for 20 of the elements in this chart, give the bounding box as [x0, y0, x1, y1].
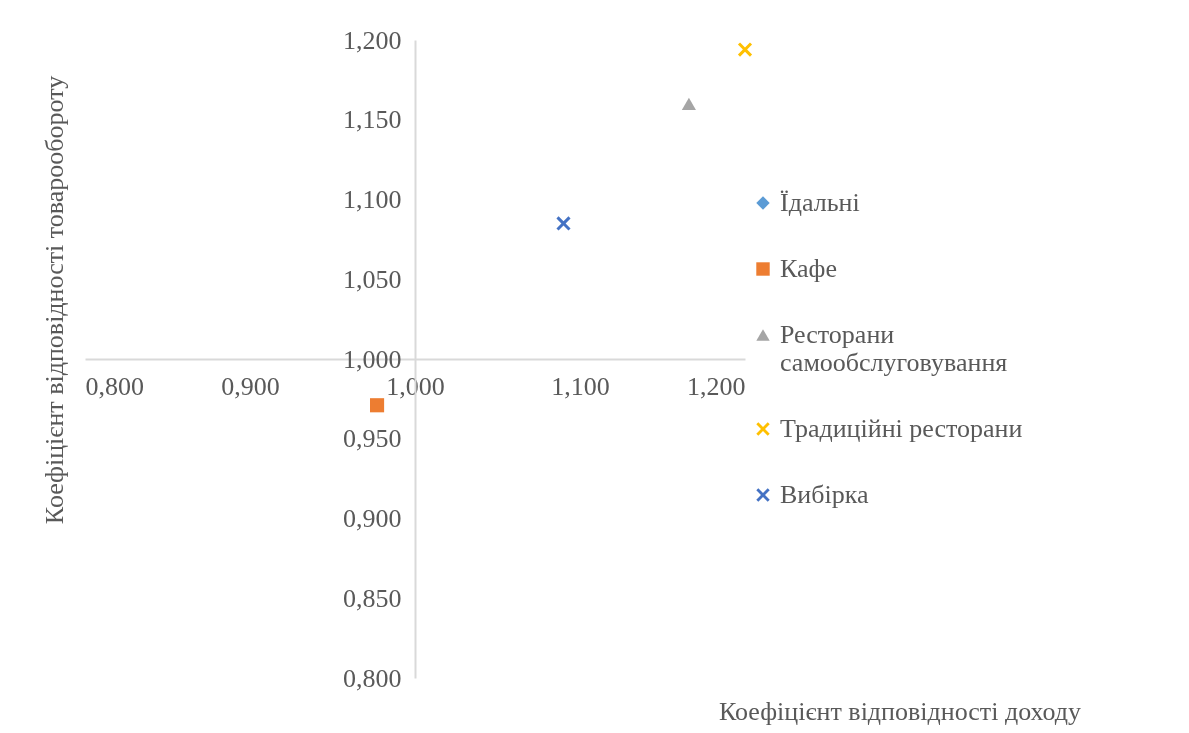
y-tick-label: 0,950	[343, 424, 402, 454]
y-axis-title: Коефіцієнт відповідності товарообороту	[40, 75, 69, 525]
y-tick-label: 1,200	[343, 25, 402, 55]
y-tick-label: 0,900	[343, 504, 402, 533]
legend-label: Традиційні ресторани	[780, 414, 1023, 443]
x-tick-label: 0,900	[221, 371, 280, 401]
x-tick-label: 1,200	[687, 371, 746, 401]
y-tick-label: 0,850	[343, 583, 402, 613]
y-tick-label: 1,050	[343, 264, 402, 294]
y-tick-label: 0,800	[343, 663, 402, 693]
legend-label: Ресторани самообслуговування	[780, 320, 1008, 377]
y-tick-label: 1,000	[343, 344, 402, 374]
x-axis-title: Коефіцієнт відповідності доходу	[719, 697, 1081, 726]
x-tick-label: 1,100	[551, 371, 610, 401]
y-tick-label: 1,100	[343, 185, 402, 214]
y-tick-label: 1,150	[343, 105, 402, 135]
x-tick-label: 0,800	[85, 371, 144, 401]
legend-label: Їдальні	[780, 188, 860, 217]
legend-label: Вибірка	[780, 480, 869, 509]
legend-label: Кафе	[780, 254, 837, 283]
